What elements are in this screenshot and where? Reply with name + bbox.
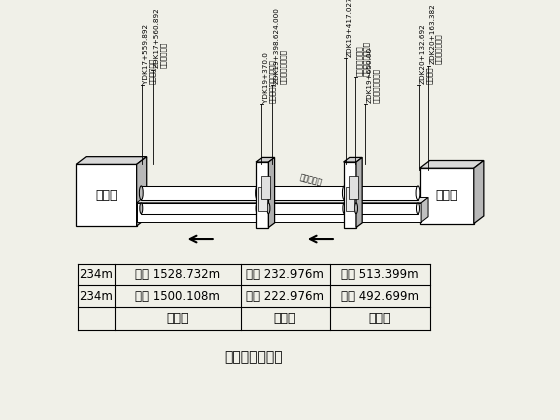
Ellipse shape [139, 186, 143, 200]
Text: 中行路盾构: 中行路盾构 [298, 173, 323, 187]
Ellipse shape [256, 203, 259, 214]
Text: 右线 492.699m: 右线 492.699m [341, 289, 419, 302]
Text: ZDK20+132.692
区间里程: ZDK20+132.692 区间里程 [420, 23, 433, 84]
Text: YDK19+370.0
右山盾构始发起点里程: YDK19+370.0 右山盾构始发起点里程 [263, 52, 276, 103]
Text: ZDK19+398.624.000
中间风井起点里程: ZDK19+398.624.000 中间风井起点里程 [273, 7, 286, 84]
Text: 234m: 234m [80, 289, 113, 302]
Ellipse shape [342, 186, 346, 200]
Polygon shape [137, 203, 262, 222]
Ellipse shape [255, 186, 259, 200]
Text: ZDK19+417.027: ZDK19+417.027 [347, 0, 353, 57]
Polygon shape [349, 176, 357, 199]
Ellipse shape [416, 186, 420, 200]
Text: 西平站: 西平站 [95, 189, 118, 202]
Ellipse shape [354, 203, 357, 214]
Text: 蛤地站: 蛤地站 [436, 189, 458, 202]
Text: 矿山段: 矿山段 [274, 312, 296, 325]
Polygon shape [346, 187, 354, 210]
Text: 左线 1528.732m: 左线 1528.732m [135, 268, 220, 281]
Text: ZDK20+163.382
区间终起点里程: ZDK20+163.382 区间终起点里程 [429, 3, 442, 64]
Text: ZDK17+560.892
区间终点里程: ZDK17+560.892 区间终点里程 [154, 8, 167, 68]
Ellipse shape [343, 203, 346, 214]
Polygon shape [344, 162, 356, 228]
Polygon shape [141, 186, 258, 200]
Text: 左线 232.976m: 左线 232.976m [246, 268, 324, 281]
Text: 左线 513.399m: 左线 513.399m [341, 268, 419, 281]
Text: 左线 222.976m: 左线 222.976m [246, 289, 324, 302]
Ellipse shape [417, 203, 419, 214]
Polygon shape [137, 157, 147, 226]
Polygon shape [76, 164, 137, 226]
Polygon shape [256, 162, 268, 228]
Text: 234m: 234m [80, 268, 113, 281]
Polygon shape [268, 186, 344, 200]
Polygon shape [346, 197, 353, 222]
Text: YDK17+559.892
区间起点里程: YDK17+559.892 区间起点里程 [143, 24, 156, 84]
Polygon shape [76, 157, 147, 164]
Polygon shape [474, 160, 484, 223]
Text: 盾构段: 盾构段 [166, 312, 189, 325]
Polygon shape [262, 176, 270, 199]
Text: 标段工程范围图: 标段工程范围图 [225, 350, 283, 364]
Polygon shape [344, 158, 362, 162]
Polygon shape [141, 203, 258, 214]
Ellipse shape [267, 203, 270, 214]
Text: ZDK19+650.00
右山盾构终点里程: ZDK19+650.00 右山盾构终点里程 [366, 47, 379, 103]
Text: 右线 1500.108m: 右线 1500.108m [136, 289, 220, 302]
Polygon shape [346, 197, 428, 203]
Ellipse shape [354, 186, 358, 200]
Polygon shape [419, 160, 484, 168]
Polygon shape [258, 187, 267, 210]
Polygon shape [137, 197, 269, 203]
Polygon shape [419, 168, 474, 223]
Polygon shape [268, 158, 274, 228]
Polygon shape [421, 197, 428, 222]
Polygon shape [256, 158, 274, 162]
Text: 中间风井接触点
区间起始里程接点: 中间风井接触点 区间起始里程接点 [356, 41, 370, 76]
Polygon shape [262, 203, 346, 222]
Polygon shape [356, 158, 362, 228]
Polygon shape [356, 203, 418, 214]
Text: 盾构段: 盾构段 [368, 312, 391, 325]
Polygon shape [262, 197, 269, 222]
Ellipse shape [140, 203, 143, 214]
Polygon shape [346, 203, 421, 222]
Polygon shape [356, 186, 418, 200]
Polygon shape [268, 203, 344, 214]
Ellipse shape [267, 186, 270, 200]
Polygon shape [262, 197, 353, 203]
